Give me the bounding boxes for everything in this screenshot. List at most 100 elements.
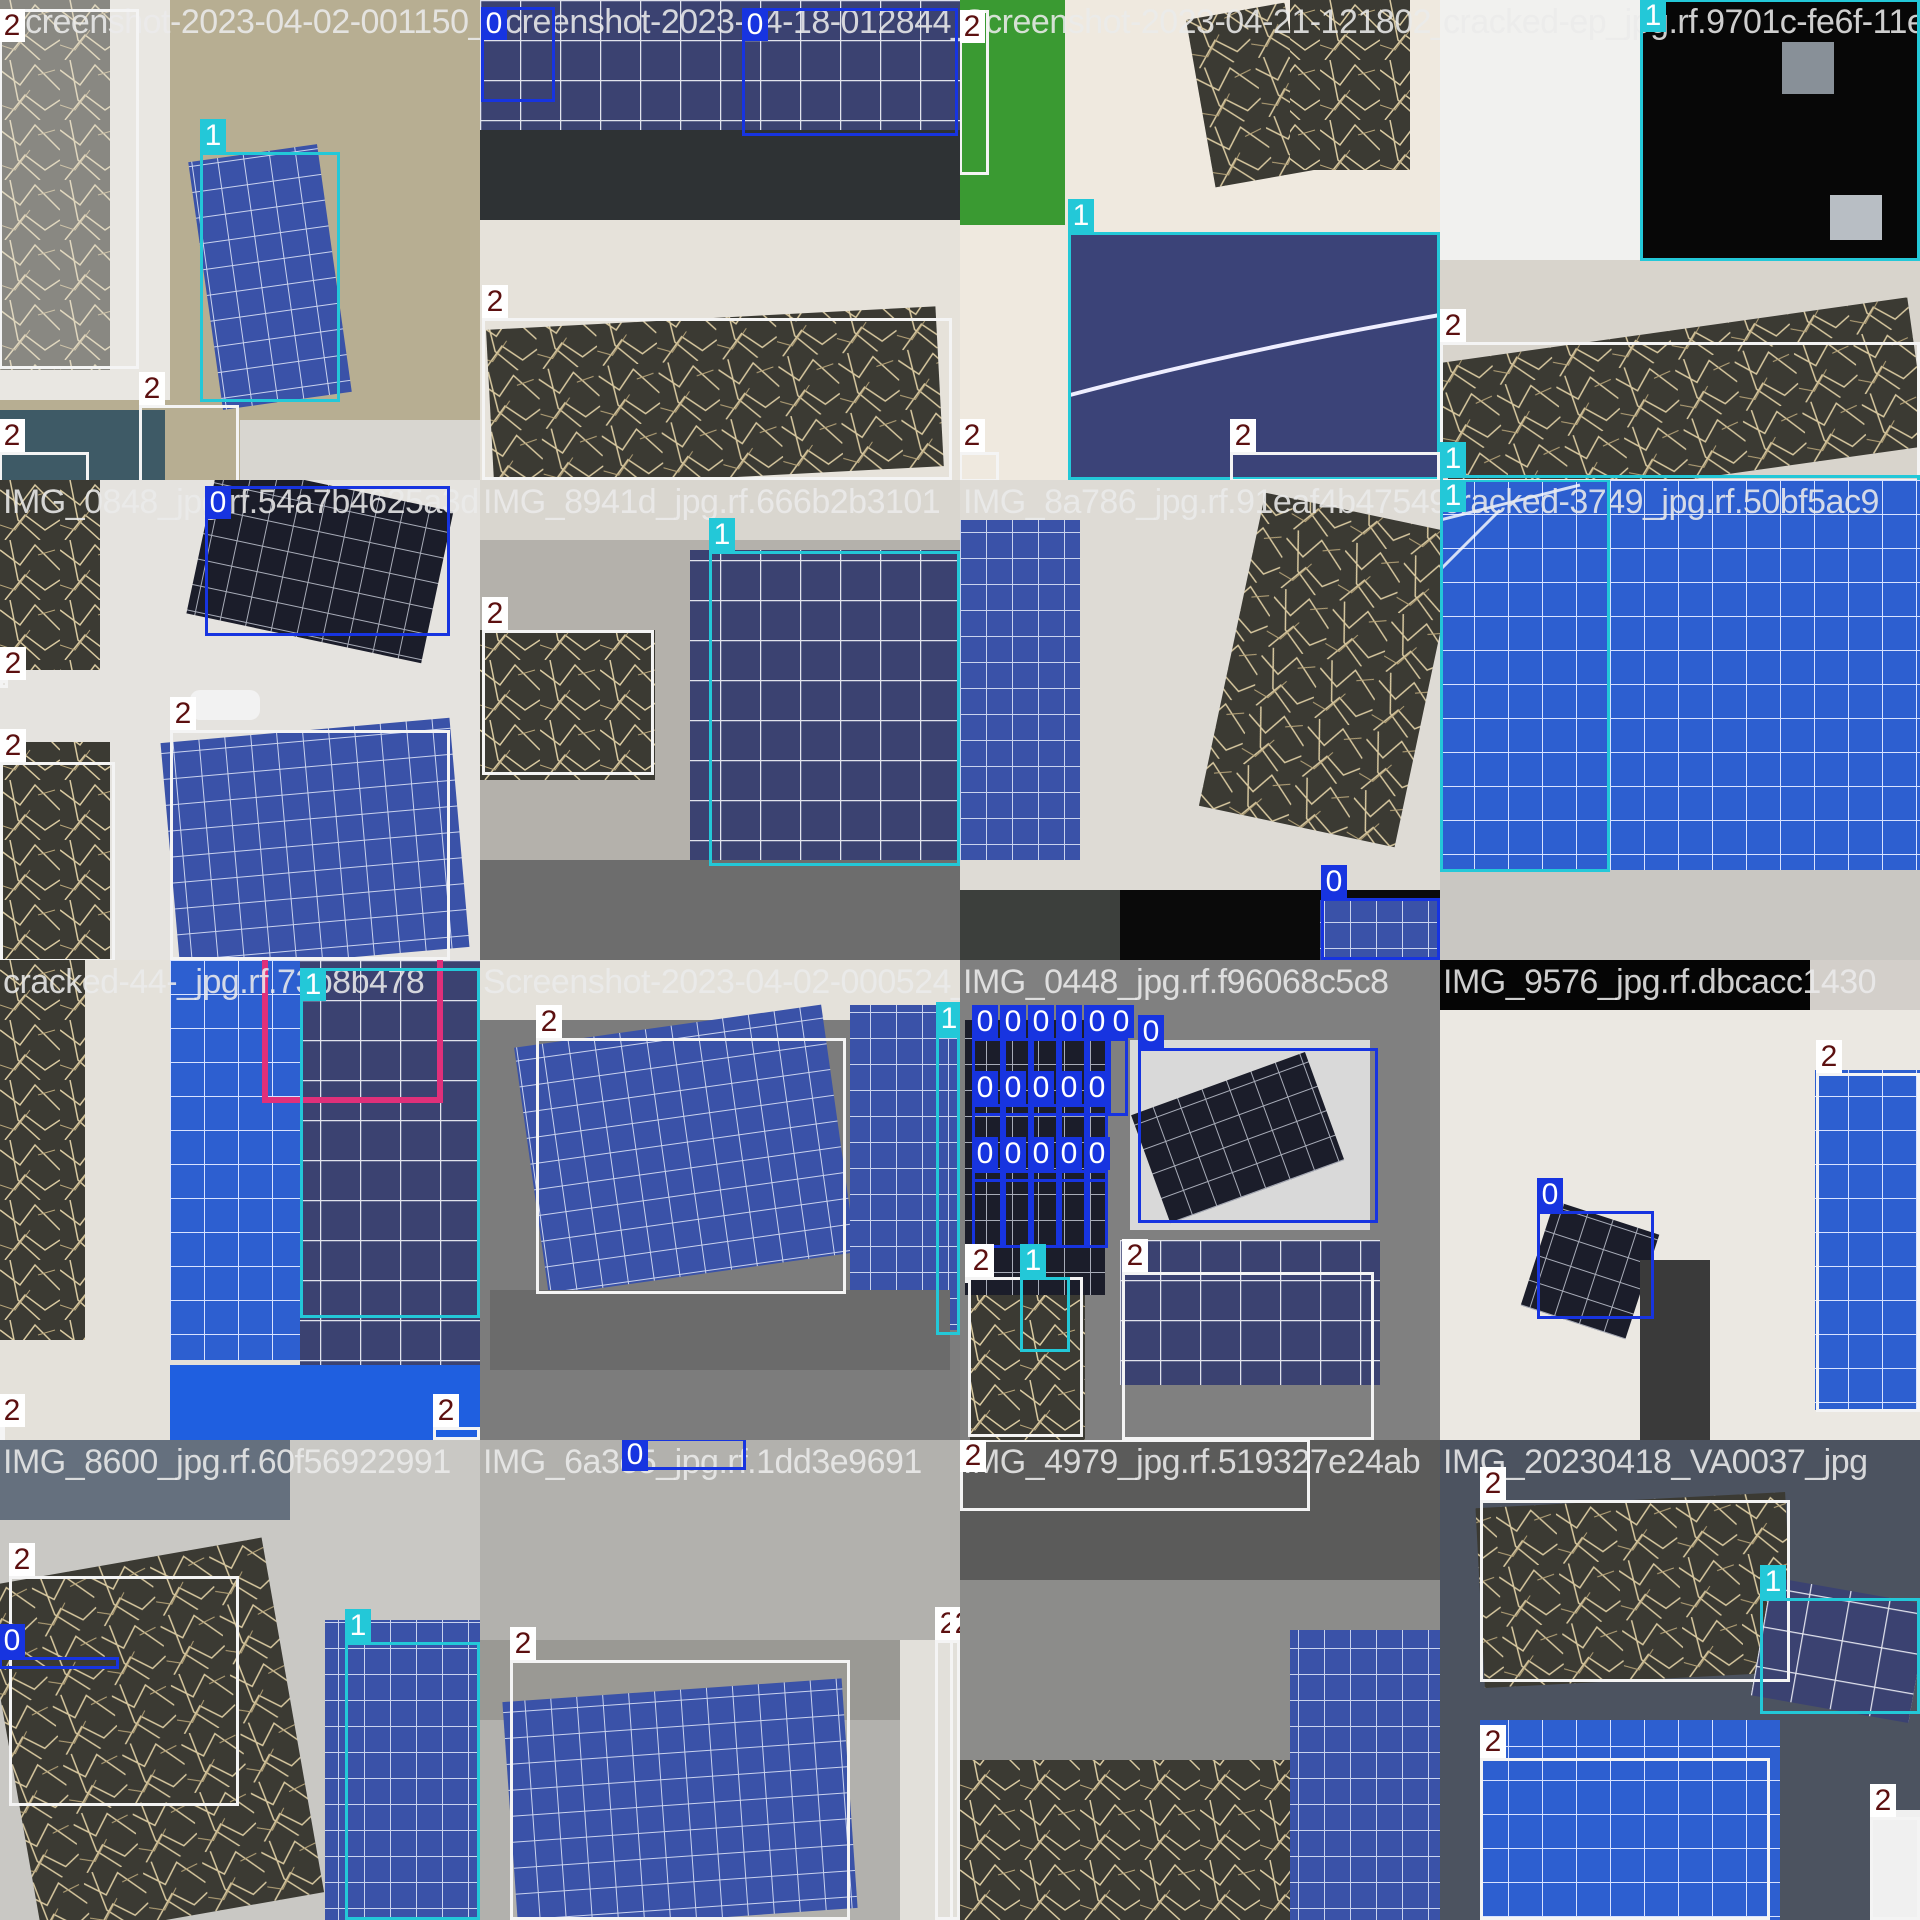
box-class-label: 2 xyxy=(482,285,508,318)
bounding-box-class-2: 2 xyxy=(0,680,8,688)
bounding-box-class-1: 1 xyxy=(709,551,960,866)
bounding-box-class-1: 1 xyxy=(200,152,340,402)
box-class-label: 0 xyxy=(1138,1015,1164,1048)
bounding-box-class-0: 0 xyxy=(1138,1048,1378,1223)
bounding-box-class-2: 2 xyxy=(0,1427,5,1440)
box-class-label: 1 xyxy=(1440,480,1466,512)
tile-filename: Screenshot-2023-04-02-000524_png.rf. xyxy=(483,962,960,1002)
mosaic-tile: IMG_4979_jpg.rf.519327e24ab 2 xyxy=(960,1440,1440,1920)
box-class-label: 2 xyxy=(0,9,25,42)
bounding-box-class-1: 1 xyxy=(936,1035,960,1335)
box-class-label: 2 xyxy=(0,419,25,452)
box-class-label: 0 xyxy=(1084,1137,1110,1170)
box-class-label: 1 xyxy=(1440,442,1466,475)
bounding-box-class-2: 2 xyxy=(536,1038,846,1294)
box-class-label: 1 xyxy=(200,119,226,152)
bounding-box-class-2: 2 xyxy=(0,762,115,960)
tile-filename: IMG_8a786_jpg.rf.91eaf4b475490c xyxy=(963,482,1440,522)
bounding-box-class-1: 1 xyxy=(1440,480,1610,872)
bounding-box-class-2: 2 xyxy=(482,630,654,775)
bounding-box-class-1: 1 xyxy=(1760,1598,1920,1714)
box-class-label: 0 xyxy=(1056,1005,1082,1038)
box-class-label: 2 xyxy=(1440,309,1466,342)
tile-filename: Screenshot-2023-04-21-121802_png.rf. xyxy=(963,2,1440,42)
box-class-label: 1 xyxy=(1760,1565,1786,1598)
bounding-box-class-2: 2 xyxy=(170,730,450,960)
box-class-label: 2 xyxy=(0,729,26,762)
mosaic-tile: IMG_0448_jpg.rf.f96068c5c8 0 0 0 0 0 0 0 0 0 0 0 0 0 0… xyxy=(960,960,1440,1440)
box-class-label: 0 xyxy=(1084,1071,1110,1104)
bounding-box-class-0: 0 xyxy=(1108,1038,1128,1116)
bounding-box-class-0: 0 xyxy=(1084,1170,1108,1248)
box-class-label: 2 xyxy=(950,1607,960,1640)
bounding-box-class-2: 2 xyxy=(1230,452,1440,480)
box-class-label: 0 xyxy=(481,7,507,40)
box-class-label: 0 xyxy=(1000,1137,1026,1170)
mosaic-tile: IMG_8941d_jpg.rf.666b2b3101 2 1 xyxy=(480,480,960,960)
bounding-box-class-0: 0 xyxy=(742,8,958,136)
box-class-label: 2 xyxy=(433,1394,459,1427)
box-class-label: 0 xyxy=(1000,1071,1026,1104)
box-class-label: 2 xyxy=(0,647,26,680)
box-class-label: 0 xyxy=(205,486,231,519)
bounding-box-class-1: 1 xyxy=(300,968,480,1318)
box-class-label: 0 xyxy=(1056,1137,1082,1170)
box-class-label: 1 xyxy=(345,1609,371,1642)
box-class-label: 2 xyxy=(1816,1040,1842,1073)
bounding-box-class-2: 2 xyxy=(9,1576,239,1806)
box-class-label: 2 xyxy=(960,1440,986,1472)
box-class-label: 1 xyxy=(1020,1244,1046,1277)
mosaic-tile: IMG_8600_jpg.rf.60f56922991 2 0 1 xyxy=(0,1440,480,1920)
box-class-label: 2 xyxy=(139,372,165,405)
bounding-box-class-2: 2 xyxy=(960,10,989,175)
bounding-box-class-2: 2 xyxy=(510,1660,850,1920)
tile-filename: IMG_20230418_VA0037_jpg xyxy=(1443,1442,1868,1482)
box-class-label: 1 xyxy=(300,968,326,1001)
box-class-label: 0 xyxy=(1028,1005,1054,1038)
mosaic-tile: IMG_0848_jpg.rf.54a7b4625a3d9 0 2 2 2 xyxy=(0,480,480,960)
bounding-box-class-2: 2 xyxy=(1870,1817,1920,1920)
bounding-box-class-2: 2 xyxy=(139,405,239,480)
box-class-label: 2 xyxy=(1480,1467,1506,1500)
bounding-box-class-2: 2 xyxy=(482,318,952,480)
mosaic-tile: cracked-ep_jpg.rf.9701c-fe6f-11ed 1 2 1 xyxy=(1440,0,1920,480)
bounding-box-class-2: 2 xyxy=(1816,1073,1920,1412)
box-class-label: 2 xyxy=(510,1627,536,1660)
box-class-label: 0 xyxy=(972,1071,998,1104)
tile-photo xyxy=(960,480,1440,960)
bounding-box-class-0: 0 xyxy=(622,1440,746,1470)
box-class-label: 1 xyxy=(1068,199,1094,232)
bounding-box-class-1: 1 xyxy=(345,1642,480,1920)
bounding-box-class-2: 2 xyxy=(1440,342,1920,480)
box-class-label: 0 xyxy=(622,1440,648,1471)
mosaic-tile: Screenshot-2023-04-02-000524_png.rf. 2 1 xyxy=(480,960,960,1440)
bounding-box-class-2: 2 xyxy=(960,452,999,480)
box-class-label: 0 xyxy=(1028,1137,1054,1170)
box-class-label: 0 xyxy=(1537,1178,1563,1211)
bounding-box-class-2: 2 xyxy=(0,452,89,480)
box-class-label: 2 xyxy=(960,419,985,452)
mosaic-tile: Screenshot-2023-04-18-012844_png.rf.002 xyxy=(480,0,960,480)
bounding-box-class-0: 0 xyxy=(205,486,450,636)
bounding-box-class-2: 2 xyxy=(433,1427,480,1440)
bounding-box-class-2: 2 xyxy=(1480,1500,1790,1682)
box-class-label: 0 xyxy=(972,1137,998,1170)
box-class-label: 0 xyxy=(1321,865,1347,898)
bounding-box-class-0: 0 xyxy=(1321,898,1440,960)
box-class-label: 1 xyxy=(709,518,735,551)
tile-filename: IMG_8600_jpg.rf.60f56922991 xyxy=(3,1442,451,1482)
bounding-box-class-0: 0 xyxy=(481,7,555,102)
box-class-label: 0 xyxy=(1108,1005,1134,1038)
box-class-label: 0 xyxy=(1000,1005,1026,1038)
tile-filename: IMG_8941d_jpg.rf.666b2b3101 xyxy=(483,482,940,522)
mosaic-tile: IMG_9576_jpg.rf.dbcacc1430 2 0 xyxy=(1440,960,1920,1440)
box-class-label: 2 xyxy=(0,1394,25,1427)
box-class-label: 2 xyxy=(960,10,985,43)
box-class-label: 2 xyxy=(482,597,508,630)
tile-filename: IMG_0448_jpg.rf.f96068c5c8 xyxy=(963,962,1389,1002)
box-class-label: 0 xyxy=(1028,1071,1054,1104)
bounding-box-class-1: 1 xyxy=(1640,0,1920,261)
